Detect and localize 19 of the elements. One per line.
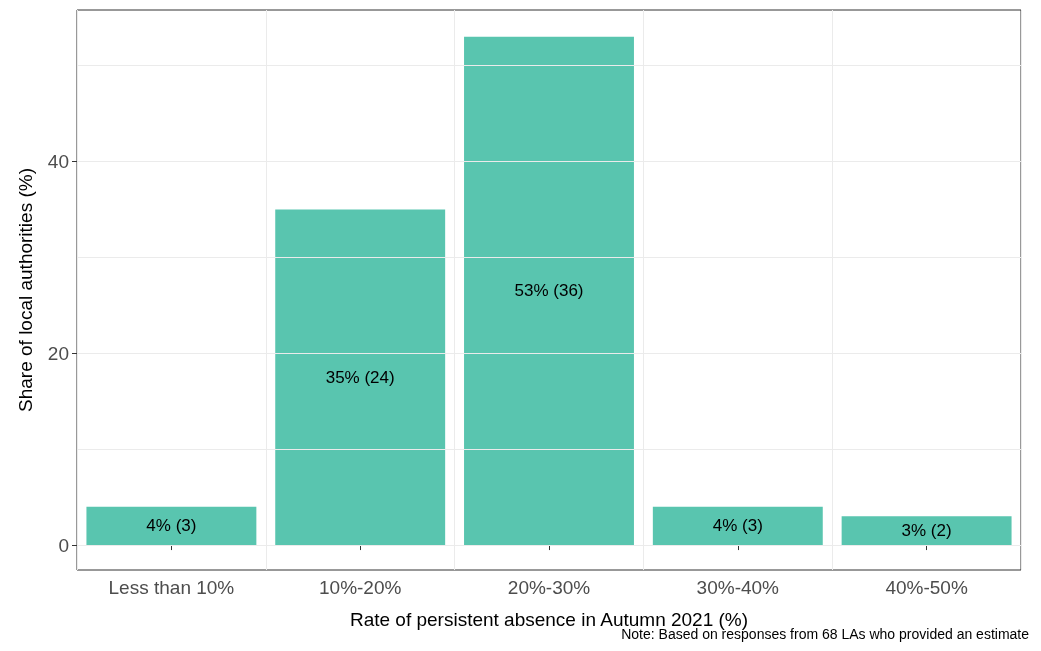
bar [464, 36, 634, 546]
data-label: 35% (24) [325, 367, 395, 387]
bar [841, 516, 1012, 546]
y-axis-title: Share of local authorities (%) [15, 168, 36, 412]
y-tick-label: 20 [47, 342, 69, 364]
x-tick-label: 20%-30% [507, 577, 591, 598]
x-tick-label: Less than 10% [108, 577, 235, 598]
x-tick-label: 30%-40% [696, 577, 780, 598]
bar [652, 506, 823, 546]
data-label: 3% (2) [901, 521, 952, 541]
bar [86, 506, 257, 546]
data-label: 53% (36) [514, 281, 584, 301]
bar [275, 209, 446, 546]
x-tick-label: 40%-50% [885, 577, 968, 598]
y-tick-label: 0 [58, 534, 69, 556]
x-tick-label: 10%-20% [319, 577, 402, 598]
y-tick-label: 40 [47, 151, 69, 173]
data-label: 4% (3) [712, 516, 763, 536]
data-label: 4% (3) [146, 516, 197, 536]
